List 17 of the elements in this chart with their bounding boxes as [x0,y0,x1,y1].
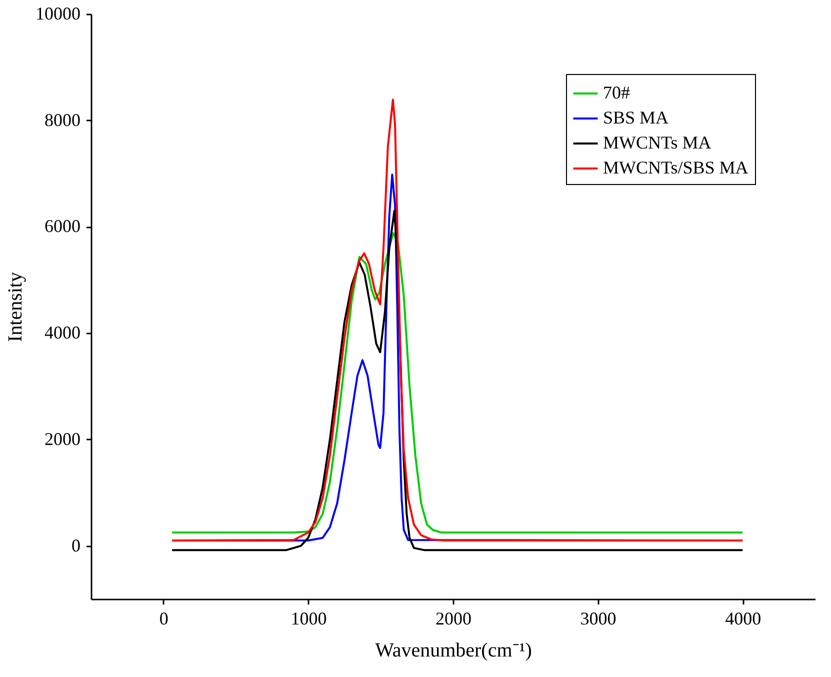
x-tick-label: 0 [159,608,168,628]
x-tick-label: 4000 [725,608,762,628]
y-tick-label: 6000 [44,216,80,236]
x-axis-title: Wavenumber(cm⁻¹) [375,640,532,662]
legend-label: MWCNTs MA [603,132,712,152]
y-axis-title: Intensity [4,272,26,342]
legend-label: SBS MA [603,108,669,128]
y-tick-label: 0 [72,535,80,556]
x-tick-label: 1000 [290,608,327,628]
y-tick-label: 4000 [44,322,80,343]
x-tick-label: 3000 [580,608,616,628]
x-tick-label: 2000 [436,608,472,628]
legend-label: MWCNTs/SBS MA [603,158,748,178]
y-tick-label: 8000 [44,110,80,130]
legend-label: 70# [603,82,630,102]
y-tick-label: 2000 [44,428,80,449]
y-tick-label: 10000 [36,4,80,24]
